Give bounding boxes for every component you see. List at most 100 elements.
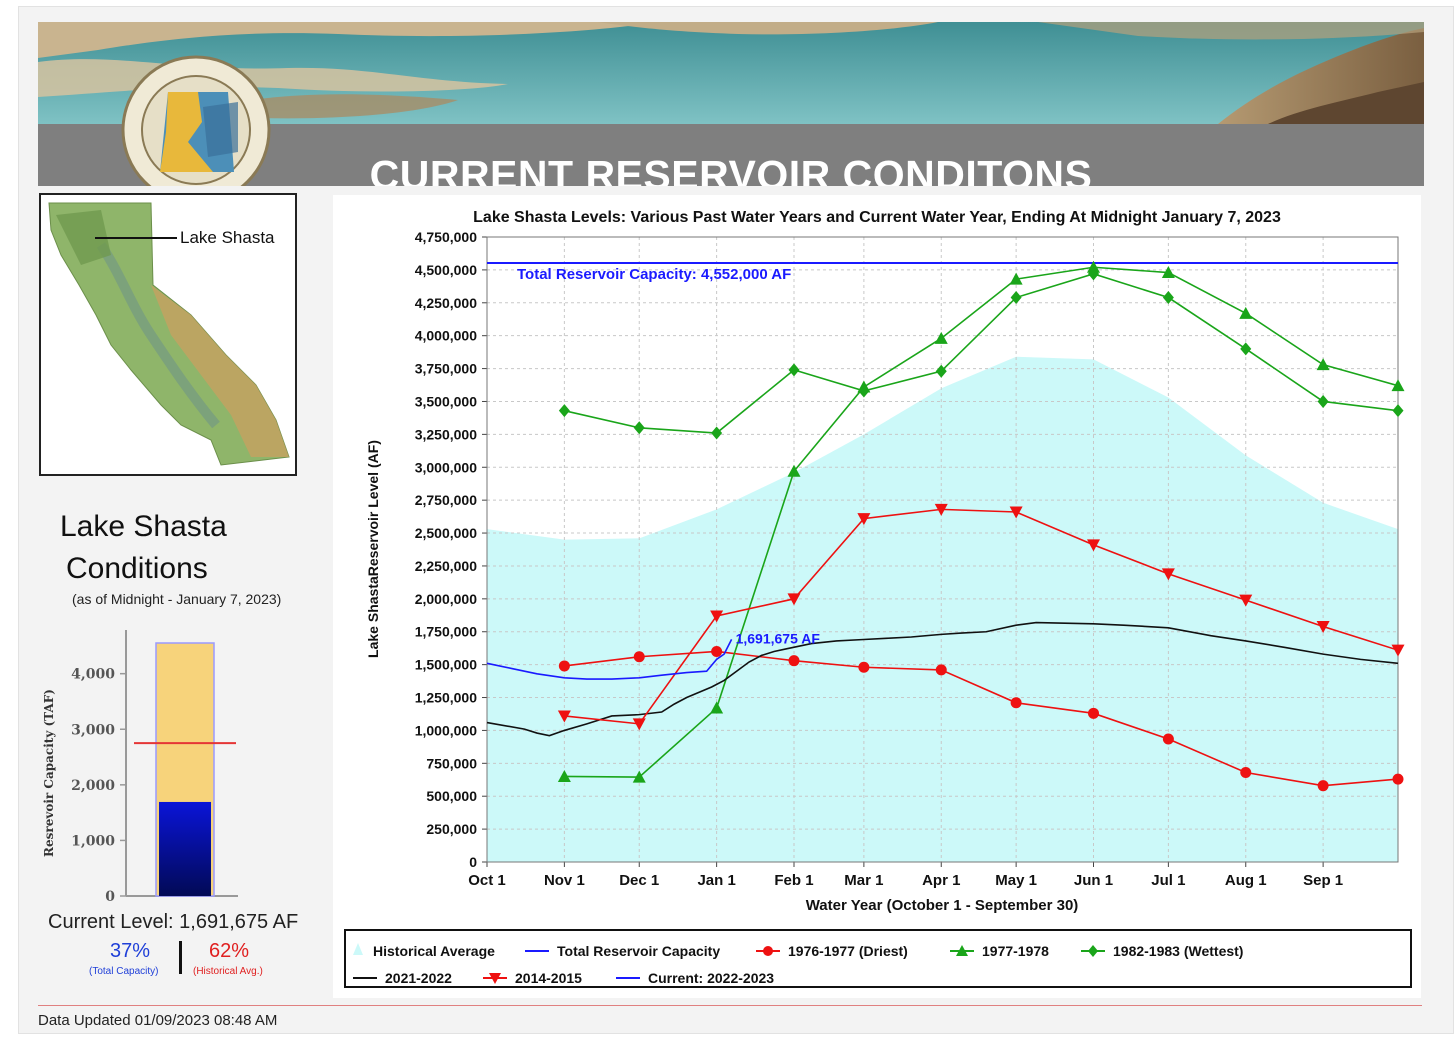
y-tick-label: 1,250,000 [415,690,477,706]
y-tick-label: 4,250,000 [415,295,477,311]
california-map: Lake Shasta [39,193,297,476]
dwr-seal-icon [121,55,271,186]
series-point-2014-2015 [787,593,801,606]
x-tick-label: Jan 1 [697,872,735,889]
x-tick-label: Sep 1 [1303,872,1343,889]
series-point-1976-1977-driest [788,655,800,667]
banner-title: CURRENT RESERVOIR CONDITONS [369,152,1093,186]
y-tick-label: 1,000,000 [415,722,477,738]
historical-average-area [487,356,1398,862]
x-tick-label: Nov 1 [544,872,585,889]
series-point-1977-1978 [632,770,646,783]
gauge-ylabel: Resrevoir Capacity (TAF) [42,689,56,857]
series-point-1982-1983-wettest [1317,394,1329,408]
series-point-2014-2015 [1087,539,1101,552]
series-point-1976-1977-driest [1010,697,1022,709]
series-point-2014-2015 [1161,568,1175,581]
conditions-title-line1: Lake Shasta [60,510,227,543]
conditions-title-line2: Conditions [66,552,208,585]
percent-historical-average-label: (Historical Avg.) [193,966,263,977]
series-point-1982-1983-wettest [1392,404,1404,418]
series-point-1976-1977-driest [935,664,947,676]
series-point-2014-2015 [1316,620,1330,633]
x-tick-label: Oct 1 [468,872,506,889]
series-point-2014-2015 [934,503,948,516]
series-point-1982-1983-wettest [1162,291,1174,305]
y-tick-label: 2,250,000 [415,558,477,574]
plot-frame [486,236,1399,863]
y-tick-label: 4,000,000 [415,328,477,344]
legend-label-2014-2015: 2014-2015 [515,970,582,986]
series-point-1982-1983-wettest [858,384,870,398]
percent-separator [179,941,182,974]
series-point-1977-1978 [934,331,948,344]
series-point-1976-1977-driest [858,661,870,673]
banner: CURRENT RESERVOIR CONDITONS [38,22,1424,186]
y-tick-label: 0 [469,854,477,870]
capacity-gauge: Resrevoir Capacity (TAF) 4,000 3,000 2,000… [42,630,238,905]
legend-label-1977-1978: 1977-1978 [982,943,1049,959]
x-tick-label: Aug 1 [1225,872,1267,889]
percent-historical-average: 62% [209,940,250,962]
y-tick-label: 250,000 [426,821,477,837]
percent-total-capacity: 37% [110,940,151,962]
series-point-2014-2015 [857,513,871,526]
series-point-1977-1978 [1391,379,1405,392]
y-tick-label: 2,750,000 [415,492,477,508]
percent-total-capacity-label: (Total Capacity) [89,966,159,977]
legend-label-historical-average: Historical Average [373,943,495,959]
current-level: Current Level: 1,691,675 AF [48,911,299,933]
x-tick-label: Mar 1 [844,872,883,889]
series-point-1976-1977-driest [633,651,645,663]
series-point-1982-1983-wettest [558,404,570,418]
legend-marker-2014-2015 [489,973,501,984]
legend-swatch-historical-average [353,943,363,955]
gauge-tick-label: 4,000 [71,667,115,683]
series-line-1977-1978 [564,266,1399,778]
x-tick-label: Apr 1 [922,872,960,889]
series-point-2014-2015 [632,718,646,731]
series-point-1982-1983-wettest [1240,342,1252,356]
series-point-2014-2015 [557,710,571,723]
legend-label-current-2022-2023: Current: 2022-2023 [648,970,774,986]
y-tick-label: 1,750,000 [415,624,477,640]
series-point-1982-1983-wettest [1088,267,1100,281]
gauge-tick-label: 1,000 [71,833,115,849]
x-tick-label: May 1 [995,872,1037,889]
gauge-current-bar [159,801,211,896]
chart-ylabel: Lake ShastaReservoir Level (AF) [365,440,381,658]
series-point-2014-2015 [1009,506,1023,519]
map-label: Lake Shasta [180,228,275,247]
series-point-1982-1983-wettest [935,364,947,378]
reservoir-levels-chart: Lake Shasta Levels: Various Past Water Y… [344,209,1412,988]
series-line-2014-2015 [564,508,1399,725]
legend-label-2021-2022: 2021-2022 [385,970,452,986]
y-tick-label: 3,750,000 [415,361,477,377]
y-tick-label: 500,000 [426,788,477,804]
chart-panel: Lake Shasta Levels: Various Past Water Y… [333,195,1421,998]
series-point-1977-1978 [1161,266,1175,279]
series-point-1977-1978 [557,769,571,782]
california-map-image [48,202,290,466]
series-point-1976-1977-driest [711,645,723,657]
y-tick-label: 3,250,000 [415,426,477,442]
y-tick-label: 3,000,000 [415,459,477,475]
y-tick-label: 2,000,000 [415,591,477,607]
series-point-1982-1983-wettest [711,426,723,440]
series-point-1982-1983-wettest [633,421,645,435]
legend-label-total-reservoir-capacity: Total Reservoir Capacity [557,943,720,959]
chart-xlabel: Water Year (October 1 - September 30) [806,897,1079,914]
series-point-1976-1977-driest [1240,767,1252,779]
gauge-tick-label: 2,000 [71,778,115,794]
gauge-tick-label: 0 [105,889,115,905]
series-point-1976-1977-driest [1162,733,1174,745]
series-point-1977-1978 [1087,260,1101,273]
series-point-1976-1977-driest [1392,773,1404,785]
conditions-as-of: (as of Midnight - January 7, 2023) [72,591,282,607]
y-tick-label: 750,000 [426,755,477,771]
series-line-1982-1983-wettest [564,273,1399,434]
series-point-1982-1983-wettest [1010,291,1022,305]
y-tick-label: 4,500,000 [415,262,477,278]
current-value-label: 1,691,675 AF [736,630,821,646]
chart-title: Lake Shasta Levels: Various Past Water Y… [473,209,1281,226]
